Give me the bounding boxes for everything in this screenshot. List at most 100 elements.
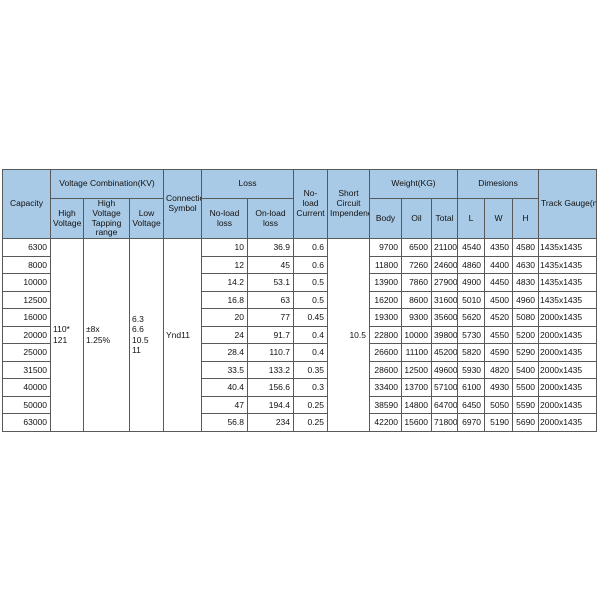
- cell-body: 42200: [369, 413, 402, 432]
- cell-no-load-current: 0.3: [293, 378, 328, 397]
- cell-w: 4550: [484, 325, 514, 345]
- cell-no-load-current: 0.6: [293, 238, 328, 257]
- cell-track-gauge: 2000x1435: [538, 343, 598, 362]
- cell-no-load-current: 0.25: [293, 395, 328, 415]
- cell-h: 5290: [512, 343, 540, 362]
- cell-h: 5400: [512, 360, 540, 380]
- cell-l: 6970: [457, 413, 486, 432]
- table-row: 63000 56.8 234 0.25 42200 15600 71800 69…: [2, 413, 598, 432]
- table-row: 20000 24 91.7 0.4 22800 10000 39800 5730…: [2, 325, 598, 345]
- transformer-spec-table: Capacity Voltage Combination(KV) Connect…: [2, 168, 598, 432]
- cell-capacity: 50000: [2, 395, 51, 415]
- cell-body: 22800: [369, 325, 402, 345]
- cell-oil: 6500: [401, 238, 432, 257]
- cell-on-load-loss: 133.2: [247, 360, 294, 380]
- header-track-gauge: Track Gauge(mm): [538, 168, 598, 240]
- cell-l: 5010: [457, 290, 486, 310]
- cell-track-gauge: 1435x1435: [538, 273, 598, 292]
- cell-capacity: 20000: [2, 325, 51, 345]
- table-row: 50000 47 194.4 0.25 38590 14800 64700 64…: [2, 395, 598, 415]
- header-on-load-loss: On-load loss: [247, 197, 294, 240]
- cell-no-load-current: 0.5: [293, 273, 328, 292]
- table-row: 40000 40.4 156.6 0.3 33400 13700 57100 6…: [2, 378, 598, 397]
- header-capacity: Capacity: [2, 168, 51, 240]
- cell-no-load-loss: 12: [201, 255, 248, 275]
- cell-on-load-loss: 194.4: [247, 395, 294, 415]
- cell-total: 27900: [430, 273, 459, 292]
- cell-h: 4830: [512, 273, 540, 292]
- cell-capacity: 12500: [2, 290, 51, 310]
- table-row: 12500 16.8 63 0.5 16200 8600 31600 5010 …: [2, 290, 598, 310]
- cell-body: 13900: [369, 273, 402, 292]
- cell-body: 38590: [369, 395, 402, 415]
- cell-body: 19300: [369, 308, 402, 327]
- cell-track-gauge: 1435x1435: [538, 238, 598, 257]
- cell-oil: 8600: [401, 290, 432, 310]
- cell-no-load-loss: 24: [201, 325, 248, 345]
- header-voltage-combination: Voltage Combination(KV): [50, 169, 164, 199]
- cell-no-load-loss: 14.2: [201, 273, 248, 292]
- cell-capacity: 25000: [2, 343, 51, 362]
- header-loss: Loss: [201, 169, 294, 199]
- cell-track-gauge: 2000x1435: [538, 413, 598, 432]
- cell-body: 28600: [369, 360, 402, 380]
- cell-l: 5620: [457, 308, 486, 327]
- cell-track-gauge: 1435x1435: [538, 255, 598, 275]
- cell-on-load-loss: 36.9: [247, 238, 294, 257]
- cell-w: 4820: [484, 360, 514, 380]
- cell-w: 4400: [484, 255, 514, 275]
- cell-no-load-loss: 56.8: [201, 413, 248, 432]
- cell-no-load-loss: 47: [201, 395, 248, 415]
- cell-w: 4520: [484, 308, 514, 327]
- cell-oil: 12500: [401, 360, 432, 380]
- cell-no-load-loss: 20: [201, 308, 248, 327]
- cell-short-circuit-impendence: 10.5: [327, 238, 370, 432]
- header-total: Total: [430, 197, 459, 240]
- cell-track-gauge: 2000x1435: [538, 325, 598, 345]
- cell-l: 5820: [457, 343, 486, 362]
- cell-tapping-range: ±8x 1.25%: [83, 238, 130, 432]
- cell-no-load-current: 0.35: [293, 360, 328, 380]
- header-short-circuit-impendence: Short Circuit Impendence: [327, 168, 370, 240]
- cell-capacity: 63000: [2, 413, 51, 432]
- cell-h: 5590: [512, 395, 540, 415]
- cell-on-load-loss: 110.7: [247, 343, 294, 362]
- header-high-voltage: High Voltage: [50, 197, 84, 240]
- cell-on-load-loss: 45: [247, 255, 294, 275]
- cell-w: 4450: [484, 273, 514, 292]
- cell-capacity: 31500: [2, 360, 51, 380]
- cell-on-load-loss: 234: [247, 413, 294, 432]
- cell-low-voltage: 6.3 6.6 10.5 11: [129, 238, 164, 432]
- cell-track-gauge: 2000x1435: [538, 378, 598, 397]
- header-dimesions: Dimesions: [457, 169, 540, 199]
- cell-total: 64700: [430, 395, 459, 415]
- cell-h: 4580: [512, 238, 540, 257]
- table-row: 25000 28.4 110.7 0.4 26600 11100 45200 5…: [2, 343, 598, 362]
- cell-no-load-loss: 40.4: [201, 378, 248, 397]
- cell-body: 9700: [369, 238, 402, 257]
- cell-total: 35600: [430, 308, 459, 327]
- cell-total: 39800: [430, 325, 459, 345]
- cell-body: 11800: [369, 255, 402, 275]
- header-hv-tapping-range: High Voltage Tapping range: [83, 197, 130, 240]
- cell-capacity: 10000: [2, 273, 51, 292]
- cell-oil: 13700: [401, 378, 432, 397]
- cell-oil: 10000: [401, 325, 432, 345]
- cell-oil: 14800: [401, 395, 432, 415]
- cell-no-load-current: 0.25: [293, 413, 328, 432]
- cell-total: 21100: [430, 238, 459, 257]
- cell-capacity: 6300: [2, 238, 51, 257]
- cell-body: 16200: [369, 290, 402, 310]
- header-w: W: [484, 197, 514, 240]
- cell-on-load-loss: 156.6: [247, 378, 294, 397]
- cell-total: 57100: [430, 378, 459, 397]
- cell-on-load-loss: 63: [247, 290, 294, 310]
- header-h: H: [512, 197, 540, 240]
- cell-total: 31600: [430, 290, 459, 310]
- table-row: 10000 14.2 53.1 0.5 13900 7860 27900 490…: [2, 273, 598, 292]
- cell-no-load-loss: 16.8: [201, 290, 248, 310]
- header-weight: Weight(KG): [368, 169, 459, 199]
- cell-no-load-current: 0.4: [293, 343, 328, 362]
- cell-total: 45200: [430, 343, 459, 362]
- cell-no-load-loss: 33.5: [201, 360, 248, 380]
